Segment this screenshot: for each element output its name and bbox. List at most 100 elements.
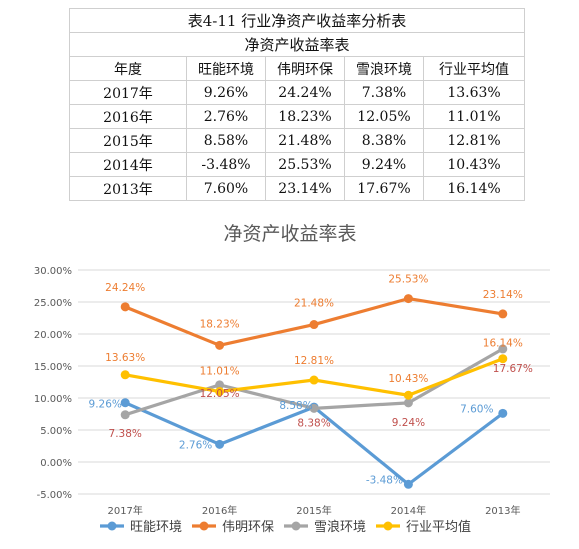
data-point: [215, 439, 225, 449]
data-label: 23.14%: [483, 289, 523, 301]
data-label: 8.58%: [279, 400, 312, 412]
data-label: 9.24%: [392, 417, 425, 429]
y-tick-label: 25.00%: [34, 298, 72, 309]
data-point: [120, 398, 130, 408]
data-label: 11.01%: [200, 366, 240, 378]
data-label: 13.63%: [105, 352, 145, 364]
table-title: 表4-11 行业净资产收益率分析表: [68, 8, 526, 33]
data-label: 8.38%: [297, 417, 330, 429]
table-cell: 12.05%: [344, 104, 424, 129]
data-point: [215, 380, 225, 390]
legend-swatch-marker: [291, 521, 301, 531]
table-row: 2016年 2.76% 18.23% 12.05% 11.01%: [69, 104, 526, 129]
data-label: 12.81%: [294, 355, 334, 367]
table-cell: 8.58%: [186, 128, 266, 153]
data-point: [403, 479, 413, 489]
x-tick-label: 2015年: [296, 504, 331, 517]
data-point: [498, 309, 508, 319]
header-xuelang: 雪浪环境: [344, 56, 424, 81]
table-cell: 10.43%: [422, 152, 526, 177]
data-label: 2.76%: [179, 439, 212, 451]
table-cell: 7.60%: [186, 176, 266, 201]
table-cell: 2017年: [69, 80, 187, 105]
data-point: [309, 403, 319, 413]
legend-swatch-marker: [199, 521, 209, 531]
chart-title: 净资产收益率表: [223, 223, 356, 245]
table-cell: 23.14%: [265, 176, 345, 201]
data-label: 18.23%: [200, 318, 240, 330]
legend-swatch-marker: [383, 521, 393, 531]
table-cell: 18.23%: [265, 104, 345, 129]
table-row: 2014年 -3.48% 25.53% 9.24% 10.43%: [69, 152, 526, 177]
data-point: [403, 398, 413, 408]
y-tick-label: 10.00%: [34, 394, 72, 405]
table-cell: 2015年: [69, 128, 187, 153]
data-label: 17.67%: [493, 363, 533, 375]
table-header-row: 年度 旺能环境 伟明环保 雪浪环境 行业平均值: [69, 56, 526, 81]
data-label: 10.43%: [388, 373, 428, 385]
table-row: 2017年 9.26% 24.24% 7.38% 13.63%: [69, 80, 526, 105]
table-subtitle: 净资产收益率表: [68, 32, 526, 57]
x-tick-label: 2014年: [391, 504, 426, 517]
table-cell: 16.14%: [422, 176, 526, 201]
table-cell: 25.53%: [265, 152, 345, 177]
table-cell: 2014年: [69, 152, 187, 177]
data-label: 7.60%: [460, 403, 493, 415]
table-cell: 9.24%: [344, 152, 424, 177]
data-label: 21.48%: [294, 298, 334, 310]
legend-swatch-marker: [107, 521, 117, 531]
y-tick-label: 15.00%: [34, 362, 72, 373]
data-table-container: 表4-11 行业净资产收益率分析表 净资产收益率表 年度 旺能环境 伟明环保 雪…: [68, 8, 526, 201]
x-tick-label: 2016年: [202, 504, 237, 517]
header-year: 年度: [69, 56, 187, 81]
data-label: 16.14%: [483, 338, 523, 350]
line-chart-container: 净资产收益率表 -5.00% 0.00% 5.00% 10.00% 15.00% 20.0…: [0, 210, 579, 545]
table-cell: 2.76%: [186, 104, 266, 129]
table-cell: 21.48%: [265, 128, 345, 153]
y-tick-label: -5.00%: [37, 490, 72, 501]
data-label: 24.24%: [105, 282, 145, 294]
table-cell: 2013年: [69, 176, 187, 201]
header-weiming: 伟明环保: [265, 56, 345, 81]
y-tick-label: 20.00%: [34, 330, 72, 341]
table-cell: -3.48%: [186, 152, 266, 177]
table-cell: 2016年: [69, 104, 187, 129]
table-cell: 17.67%: [344, 176, 424, 201]
data-label: 9.26%: [89, 399, 122, 411]
legend-label: 伟明环保: [222, 520, 274, 535]
table-cell: 8.38%: [344, 128, 424, 153]
data-point: [498, 408, 508, 418]
table-cell: 9.26%: [186, 80, 266, 105]
table-cell: 7.38%: [344, 80, 424, 105]
data-point: [498, 344, 508, 354]
table-cell: 11.01%: [422, 104, 526, 129]
table-row: 2015年 8.58% 21.48% 8.38% 12.81%: [69, 128, 526, 153]
data-label: 25.53%: [388, 274, 428, 286]
data-point: [309, 375, 319, 385]
y-tick-label: 30.00%: [34, 266, 72, 277]
header-industry-avg: 行业平均值: [422, 56, 526, 81]
legend-label: 行业平均值: [406, 519, 471, 535]
line-chart: 净资产收益率表 -5.00% 0.00% 5.00% 10.00% 15.00% 20.0…: [34, 223, 550, 535]
data-point: [120, 410, 130, 420]
y-tick-label: 5.00%: [40, 426, 72, 437]
data-point: [498, 354, 508, 364]
table-cell: 13.63%: [422, 80, 526, 105]
table-cell: 24.24%: [265, 80, 345, 105]
x-tick-label: 2017年: [107, 504, 142, 517]
data-label: 7.38%: [109, 428, 142, 440]
data-point: [309, 320, 319, 330]
data-point: [120, 302, 130, 312]
data-point: [215, 340, 225, 350]
x-tick-label: 2013年: [485, 504, 520, 517]
data-point: [120, 370, 130, 380]
data-label: -3.48%: [366, 474, 403, 486]
table-cell: 12.81%: [422, 128, 526, 153]
y-tick-label: 0.00%: [40, 458, 72, 469]
data-point: [215, 387, 225, 397]
table-row: 2013年 7.60% 23.14% 17.67% 16.14%: [69, 176, 526, 201]
data-label: 12.05%: [200, 388, 240, 400]
data-point: [403, 390, 413, 400]
legend-label: 旺能环境: [130, 520, 182, 535]
data-point: [403, 294, 413, 304]
